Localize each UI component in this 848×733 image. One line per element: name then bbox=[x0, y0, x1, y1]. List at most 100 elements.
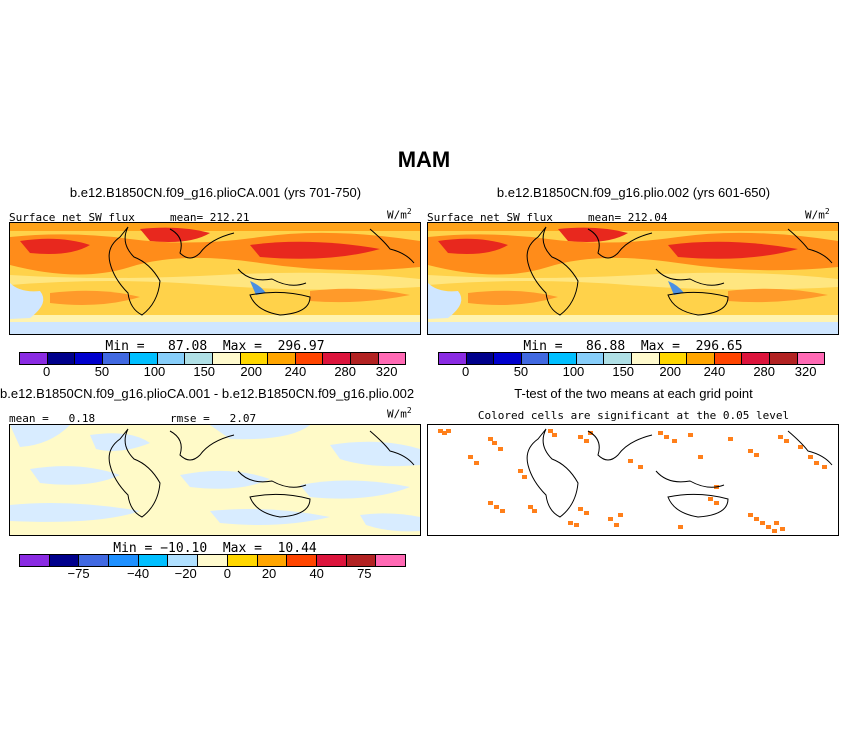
significant-cell bbox=[772, 529, 777, 533]
significant-cell bbox=[532, 509, 537, 513]
significant-cell bbox=[754, 517, 759, 521]
colorbar-swatch bbox=[20, 555, 49, 566]
colorbar-swatch bbox=[167, 555, 198, 566]
panel2-map-svg bbox=[428, 223, 838, 334]
colorbar-tick-label: 50 bbox=[94, 364, 110, 379]
colorbar-swatch bbox=[713, 353, 742, 364]
colorbar-swatch bbox=[548, 353, 576, 364]
colorbar-swatch bbox=[197, 555, 227, 566]
colorbar-tick-label: 100 bbox=[562, 364, 585, 379]
colorbar-swatch bbox=[520, 353, 549, 364]
colorbar-swatch bbox=[493, 353, 521, 364]
significant-cell bbox=[608, 517, 613, 521]
panel1-colorbar-ticks: 0 50 100 150 200 240 280 320 bbox=[19, 364, 406, 380]
significant-cell bbox=[552, 433, 557, 437]
significant-cell bbox=[672, 439, 677, 443]
panel3-colorbar bbox=[19, 554, 406, 567]
colorbar-swatch bbox=[239, 353, 268, 364]
panel2-title: b.e12.B1850CN.f09_g16.plio.002 (yrs 601-… bbox=[496, 185, 771, 200]
significant-cell bbox=[822, 465, 827, 469]
colorbar-tick-label: −40 bbox=[127, 566, 150, 581]
significant-cell bbox=[446, 429, 451, 433]
colorbar-swatch bbox=[741, 353, 769, 364]
colorbar-tick-label: 0 bbox=[462, 364, 470, 379]
colorbar-swatch bbox=[101, 353, 130, 364]
panel2-colorbar bbox=[438, 352, 825, 365]
colorbar-swatch bbox=[377, 353, 406, 364]
significant-cell bbox=[780, 527, 785, 531]
colorbar-swatch bbox=[46, 353, 75, 364]
significant-cell bbox=[778, 435, 783, 439]
significant-cell bbox=[500, 509, 505, 513]
panel1-mean-label: mean= 212.21 bbox=[170, 211, 250, 224]
significant-cell bbox=[774, 521, 779, 525]
significant-cell bbox=[522, 475, 527, 479]
panel3-title: b.e12.B1850CN.f09_g16.plioCA.001 - b.e12… bbox=[0, 386, 415, 401]
significant-cell bbox=[474, 461, 479, 465]
panel3-rmse-label: rmse = 2.07 bbox=[170, 412, 257, 425]
panel3-units: W/m2 bbox=[387, 406, 412, 421]
colorbar-tick-label: 200 bbox=[240, 364, 263, 379]
panel4-title: T-test of the two means at each grid poi… bbox=[514, 386, 753, 401]
colorbar-tick-label: 240 bbox=[703, 364, 726, 379]
significant-cell bbox=[618, 513, 623, 517]
significant-cell bbox=[678, 525, 683, 529]
colorbar-swatch bbox=[658, 353, 687, 364]
panel3-map bbox=[9, 424, 421, 536]
significant-cell bbox=[714, 501, 719, 505]
significant-cell bbox=[708, 497, 713, 501]
colorbar-swatch bbox=[286, 555, 316, 566]
significant-cell bbox=[488, 437, 493, 441]
colorbar-tick-label: 75 bbox=[357, 566, 372, 581]
panel4-subtitle: Colored cells are significant at the 0.0… bbox=[477, 409, 790, 422]
colorbar-swatch bbox=[686, 353, 714, 364]
significant-cell bbox=[584, 439, 589, 443]
significant-cell bbox=[784, 439, 789, 443]
colorbar-tick-label: 280 bbox=[753, 364, 776, 379]
significant-cell bbox=[584, 511, 589, 515]
panel1-map-svg bbox=[10, 223, 420, 334]
panel4-map-svg bbox=[428, 425, 838, 535]
colorbar-swatch bbox=[631, 353, 659, 364]
colorbar-swatch bbox=[108, 555, 138, 566]
colorbar-tick-label: 200 bbox=[659, 364, 682, 379]
significant-cell bbox=[754, 453, 759, 457]
significant-cell bbox=[798, 445, 803, 449]
significant-cell bbox=[698, 455, 703, 459]
significant-cell bbox=[748, 449, 753, 453]
colorbar-swatch bbox=[375, 555, 405, 566]
colorbar-tick-label: 0 bbox=[223, 566, 231, 581]
significant-cell bbox=[808, 455, 813, 459]
significant-cell bbox=[760, 521, 765, 525]
panel1-map bbox=[9, 222, 421, 335]
colorbar-swatch bbox=[575, 353, 604, 364]
significant-cell bbox=[518, 469, 523, 473]
colorbar-tick-label: −20 bbox=[174, 566, 197, 581]
significant-cell bbox=[766, 525, 771, 529]
panel2-colorbar-ticks: 0 50 100 150 200 240 280 320 bbox=[438, 364, 825, 380]
significant-cell bbox=[748, 513, 753, 517]
colorbar-swatch bbox=[768, 353, 797, 364]
significant-cell bbox=[488, 501, 493, 505]
colorbar-swatch bbox=[796, 353, 825, 364]
significant-cell bbox=[494, 505, 499, 509]
significant-cell bbox=[814, 461, 819, 465]
significant-cell bbox=[728, 437, 733, 441]
colorbar-swatch bbox=[226, 555, 257, 566]
colorbar-swatch bbox=[465, 353, 494, 364]
colorbar-tick-label: 240 bbox=[284, 364, 307, 379]
colorbar-swatch bbox=[74, 353, 102, 364]
panel2-mean-label: mean= 212.04 bbox=[588, 211, 668, 224]
significant-cell bbox=[492, 441, 497, 445]
significant-cell bbox=[528, 505, 533, 509]
colorbar-swatch bbox=[349, 353, 378, 364]
significant-cell bbox=[688, 433, 693, 437]
colorbar-tick-label: 50 bbox=[513, 364, 529, 379]
significant-cell bbox=[568, 521, 573, 525]
significant-cell bbox=[664, 435, 669, 439]
figure-title: MAM bbox=[397, 147, 451, 172]
panel1-variable-label: Surface net SW flux bbox=[9, 211, 135, 224]
panel1-colorbar bbox=[19, 352, 406, 365]
panel2-units: W/m2 bbox=[805, 207, 830, 222]
panel3-minmax: Min = −10.10 Max = 10.44 bbox=[113, 541, 317, 556]
